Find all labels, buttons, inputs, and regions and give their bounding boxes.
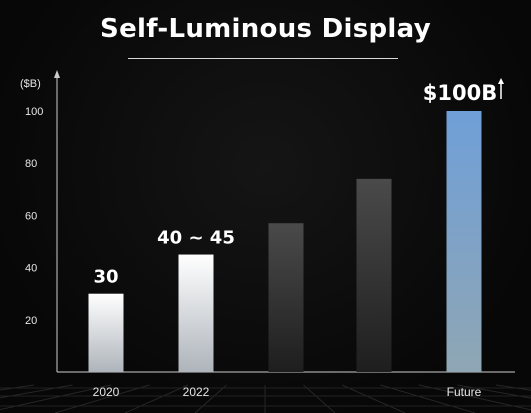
floor-grid-line (0, 384, 35, 391)
bars (88, 111, 482, 372)
x-tick-label: 2020 (93, 385, 120, 399)
bar-Future (446, 111, 482, 372)
floor-grid-line (54, 384, 150, 413)
bar-2020 (88, 293, 124, 372)
floor-grid-line (0, 384, 112, 411)
y-tick-label: 100 (25, 106, 43, 118)
growth-arrow-head (498, 78, 504, 84)
floor-grid-line (341, 384, 406, 413)
floor-grid-line (418, 384, 531, 411)
bar-series-3 (356, 178, 392, 372)
data-label-future: $100B (423, 81, 497, 105)
y-ticks: 20 40 60 80 100 (25, 106, 43, 327)
floor-grid-line (495, 384, 531, 391)
y-tick-label: 40 (25, 263, 37, 275)
floor-grid-line (124, 384, 189, 413)
x-tick-label: 2022 (183, 385, 210, 399)
floor-grid-line (457, 384, 531, 399)
category-labels: 2020 2022 Future (93, 385, 482, 399)
floor-grid-line (303, 384, 336, 413)
data-labels: 30 40 ~ 45 $100B (93, 78, 504, 288)
data-label: 40 ~ 45 (157, 228, 235, 249)
floor-grid-line (380, 384, 476, 413)
x-tick-label: Future (447, 385, 482, 399)
floor-grid-line (0, 384, 73, 399)
bar-series-2 (268, 223, 304, 372)
floor-grid (0, 384, 531, 413)
y-tick-label: 60 (25, 210, 37, 222)
chart-title: Self-Luminous Display (100, 14, 431, 44)
y-tick-label: 20 (25, 315, 37, 327)
y-tick-label: 80 (25, 158, 37, 170)
data-label: 30 (93, 267, 118, 288)
bar-2022 (178, 254, 214, 372)
floor-grid-line (194, 384, 227, 413)
title-underline (128, 58, 398, 59)
y-axis-unit-label: ($B) (20, 78, 41, 90)
y-axis-arrow (54, 70, 60, 78)
